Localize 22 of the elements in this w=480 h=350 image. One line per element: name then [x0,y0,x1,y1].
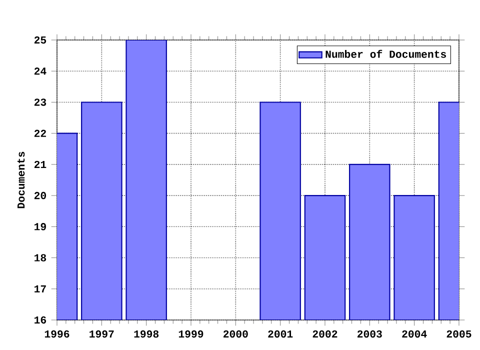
x-tick-label: 2003 [358,330,382,338]
y-tick-label: 16 [34,316,46,324]
x-tick-label: 2004 [402,330,427,338]
y-tick-label: 19 [34,223,46,230]
y-tick-label: 22 [34,130,46,137]
y-axis-title: Documents [17,152,25,208]
x-tick-label: 2001 [268,330,293,338]
x-tick-label: 1999 [178,330,204,338]
y-tick-label: 20 [34,192,46,200]
y-tick-label: 17 [34,285,46,292]
y-tick-label: 23 [34,98,46,106]
x-tick-label: 1996 [44,330,70,338]
y-tick-label: 18 [34,254,46,262]
y-tick-label: 24 [34,68,46,75]
x-tick-label: 2002 [312,330,338,338]
y-tick-label: 21 [34,160,46,168]
x-tick-label: 2000 [224,330,248,338]
x-tick-label: 1997 [90,330,114,338]
y-tick-label: 25 [34,36,46,44]
x-tick-label: 1998 [134,330,159,338]
legend-label: Number of Documents [326,50,446,58]
x-tick-label: 2005 [446,330,472,338]
